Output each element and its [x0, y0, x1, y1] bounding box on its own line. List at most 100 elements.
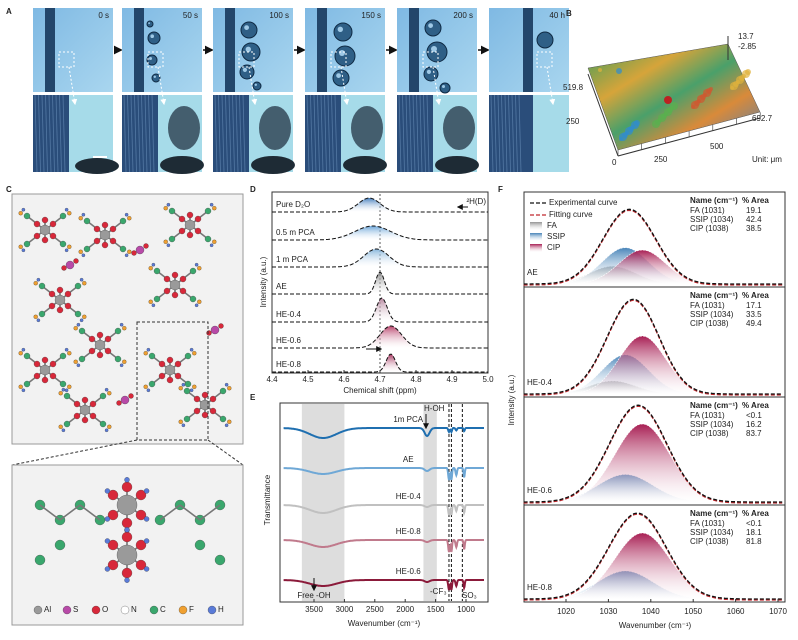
texture	[497, 94, 501, 173]
time-label: 0 s	[98, 11, 109, 20]
atom	[99, 420, 107, 428]
x-tick: 500	[710, 142, 724, 151]
zoom-box	[147, 51, 164, 68]
atom	[119, 245, 127, 253]
atom	[168, 235, 176, 243]
atom	[193, 395, 201, 403]
atom	[178, 605, 188, 615]
atom	[33, 314, 38, 319]
atom	[218, 323, 224, 329]
atom	[49, 220, 57, 228]
atom	[82, 314, 87, 319]
atom	[107, 424, 112, 429]
fitting-curve	[523, 405, 783, 504]
fitting-curve	[523, 299, 783, 396]
texture	[412, 94, 416, 173]
atom	[151, 303, 156, 308]
atom	[163, 239, 168, 244]
atom	[33, 360, 41, 368]
x-tick-label: 4.9	[446, 375, 458, 384]
panel-label: B	[566, 9, 572, 18]
atom	[107, 391, 112, 396]
panel-label: F	[498, 185, 503, 194]
atom	[61, 428, 66, 433]
legend-label: CIP	[547, 243, 560, 252]
component	[523, 423, 783, 503]
spectrum	[272, 271, 488, 295]
atom	[127, 216, 132, 221]
texture	[235, 94, 239, 173]
table-cell: 16.2	[746, 420, 762, 429]
x-tick-label: 4.5	[302, 375, 314, 384]
atom	[38, 310, 46, 318]
table-cell: FA (1031)	[690, 519, 725, 528]
atom	[227, 386, 232, 391]
atom	[209, 407, 217, 415]
texture	[225, 94, 228, 173]
atom	[174, 360, 182, 368]
atom	[171, 271, 179, 279]
atom	[178, 227, 186, 235]
atom	[124, 253, 129, 258]
zoom-line	[207, 439, 244, 466]
panel-label: E	[250, 393, 256, 402]
atom	[169, 279, 181, 291]
atom	[163, 206, 168, 211]
atom	[143, 243, 149, 249]
table-header: % Area	[742, 509, 769, 518]
bubble-highlight	[245, 46, 251, 52]
atom	[168, 207, 176, 215]
texture	[221, 94, 225, 173]
atom	[79, 404, 91, 416]
legend-swatch	[530, 244, 542, 252]
atom	[74, 310, 82, 318]
bubble	[334, 45, 356, 67]
sample-label: AE	[276, 282, 287, 291]
texture	[324, 94, 327, 173]
atom	[189, 295, 197, 303]
atom	[189, 267, 197, 275]
atom	[104, 347, 112, 355]
atom	[73, 359, 78, 364]
atom	[78, 327, 86, 335]
bubble	[424, 19, 442, 37]
x-tick-label: 1030	[600, 607, 618, 616]
atom	[59, 212, 67, 220]
atom	[186, 211, 194, 219]
atom	[23, 380, 31, 388]
atom	[64, 302, 72, 310]
texture	[416, 94, 419, 173]
atom	[41, 216, 49, 224]
legend-label: F	[189, 605, 194, 614]
texture	[313, 94, 317, 173]
zoom-line	[11, 439, 138, 466]
atom	[166, 243, 171, 248]
atom	[135, 245, 145, 255]
peak-fill	[367, 298, 398, 322]
spectrum	[272, 197, 488, 213]
texture	[398, 94, 402, 173]
atom	[189, 388, 194, 393]
atom	[36, 277, 41, 282]
legend-label: N	[131, 605, 137, 614]
atom	[63, 392, 71, 400]
bubble-zoom	[259, 106, 291, 150]
x-tick-label: 2500	[366, 605, 384, 614]
atom	[54, 294, 66, 306]
atom	[121, 567, 133, 579]
atom	[186, 231, 194, 239]
component	[523, 532, 783, 600]
atom	[48, 302, 56, 310]
table-header: Name (cm⁻¹)	[690, 401, 738, 410]
atom	[178, 386, 183, 391]
bubble-highlight	[242, 67, 247, 72]
atom	[64, 388, 69, 393]
table-cell: CIP (1038)	[690, 224, 729, 233]
atom	[179, 287, 187, 295]
electrode	[409, 8, 419, 92]
x-axis-label: Wavenumber (cm⁻¹)	[348, 619, 421, 628]
atom	[164, 364, 176, 376]
atom	[96, 351, 104, 359]
bubble-highlight	[254, 83, 257, 87]
